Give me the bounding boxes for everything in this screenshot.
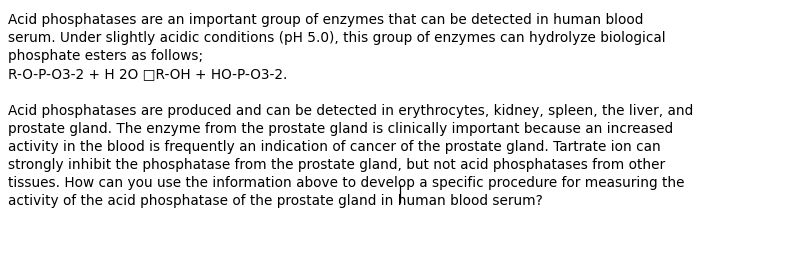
Text: activity of the acid phosphatase of the prostate gland in human blood serum?: activity of the acid phosphatase of the … (8, 194, 543, 208)
Text: prostate gland. The enzyme from the prostate gland is clinically important becau: prostate gland. The enzyme from the pros… (8, 122, 673, 136)
Text: R-O-P-O3-2 + H 2O □R-OH + HO-P-O3-2.: R-O-P-O3-2 + H 2O □R-OH + HO-P-O3-2. (8, 67, 288, 81)
Text: serum. Under slightly acidic conditions (pH 5.0), this group of enzymes can hydr: serum. Under slightly acidic conditions … (8, 31, 665, 45)
Text: strongly inhibit the phosphatase from the prostate gland, but not acid phosphata: strongly inhibit the phosphatase from th… (8, 158, 665, 172)
Text: Acid phosphatases are produced and can be detected in erythrocytes, kidney, sple: Acid phosphatases are produced and can b… (8, 104, 693, 118)
Text: tissues. How can you use the information above to develop a specific procedure f: tissues. How can you use the information… (8, 176, 685, 190)
Text: Acid phosphatases are an important group of enzymes that can be detected in huma: Acid phosphatases are an important group… (8, 13, 643, 27)
Text: activity in the blood is frequently an indication of cancer of the prostate glan: activity in the blood is frequently an i… (8, 140, 661, 154)
Text: phosphate esters as follows;: phosphate esters as follows; (8, 49, 203, 63)
